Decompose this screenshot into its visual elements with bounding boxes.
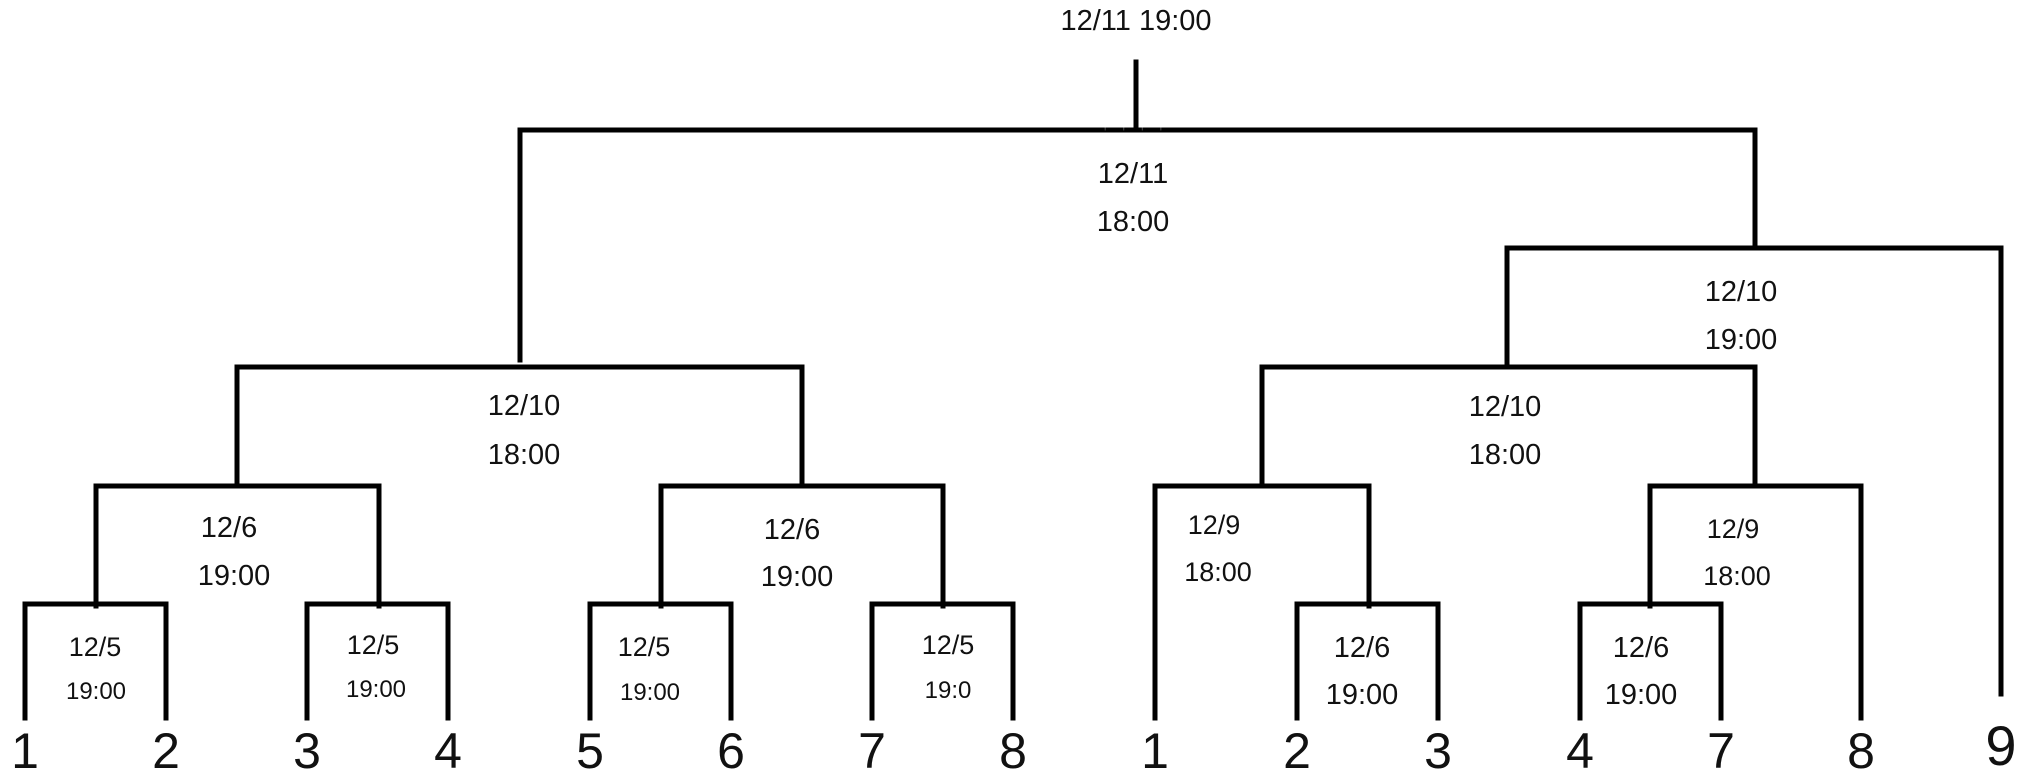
left-seed-1: 1 [11, 723, 39, 779]
tick-marks: ' ' ' ' [1103, 124, 1169, 140]
right-r1-match1-date: 12/6 [1333, 632, 1391, 664]
left-r1-match1 [22, 601, 169, 721]
right-seed-7: 7 [1707, 723, 1735, 779]
right-round4-date: 12/10 [1468, 391, 1542, 423]
left-seed-2: 2 [152, 723, 180, 779]
left-round4-connector [234, 364, 805, 489]
center-semifinal-date: 12/11 [1097, 158, 1169, 190]
left-round4-date: 12/10 [487, 390, 561, 422]
right-upper-time: 19:00 [1704, 324, 1778, 356]
right-quarter-a-date: 12/9 [1187, 510, 1241, 540]
right-seed-3: 3 [1424, 723, 1452, 779]
right-r1-match1-time: 19:00 [1325, 679, 1399, 711]
left-round4-time: 18:00 [487, 439, 561, 471]
right-upper-date: 12/10 [1704, 276, 1778, 308]
right-r1-match2-date: 12/6 [1612, 632, 1670, 664]
left-seed-4: 4 [434, 723, 462, 779]
left-r1-match3-time: 19:00 [619, 679, 681, 706]
left-r1-match2-time: 19:00 [345, 676, 407, 703]
left-seed-5: 5 [576, 723, 604, 779]
right-seed-8: 8 [1847, 723, 1875, 779]
left-r1-match3-date: 12/5 [617, 632, 671, 662]
right-upper-connector [1504, 245, 2004, 697]
left-r1-match3 [587, 601, 734, 721]
left-quarter-a-date: 12/6 [200, 512, 258, 544]
right-quarter-b-time: 18:00 [1703, 561, 1771, 591]
right-seed-4: 4 [1566, 723, 1594, 779]
right-seed-9: 9 [1985, 714, 2017, 777]
left-seed-6: 6 [717, 723, 745, 779]
right-r1-match2 [1577, 601, 1724, 721]
left-quarter-a-time: 19:00 [197, 560, 271, 592]
left-r1-match2-date: 12/5 [346, 630, 400, 660]
left-quarter-a-connector [93, 483, 382, 609]
left-quarter-b-date: 12/6 [763, 514, 821, 546]
right-quarter-a-time: 18:00 [1184, 557, 1252, 587]
right-quarter-b-date: 12/9 [1706, 514, 1760, 544]
right-seed-1: 1 [1141, 723, 1169, 779]
right-r1-match2-time: 19:00 [1604, 679, 1678, 711]
left-quarter-b-time: 19:00 [760, 561, 834, 593]
left-r1-match1-time: 19:00 [65, 678, 127, 705]
right-seed-2: 2 [1283, 723, 1311, 779]
left-seed-7: 7 [858, 723, 886, 779]
semifinal-connector [517, 127, 1758, 363]
right-quarter-a-connector [1152, 483, 1372, 721]
right-round4-connector [1259, 364, 1758, 489]
center-semifinal-time: 18:00 [1096, 206, 1170, 238]
left-seed-3: 3 [293, 723, 321, 779]
left-r1-match2 [304, 601, 451, 721]
right-quarter-b-connector [1647, 483, 1864, 721]
left-quarter-b-connector [658, 483, 946, 609]
left-r1-match4 [869, 601, 1016, 721]
right-round4-time: 18:00 [1468, 439, 1542, 471]
left-r1-match4-date: 12/5 [921, 630, 975, 660]
final-time-label: 12/11 19:00 [1060, 5, 1212, 37]
left-r1-match1-date: 12/5 [68, 632, 122, 662]
right-r1-match1 [1294, 601, 1441, 721]
left-r1-match4-time: 19:0 [924, 677, 972, 704]
left-seed-8: 8 [999, 723, 1027, 779]
